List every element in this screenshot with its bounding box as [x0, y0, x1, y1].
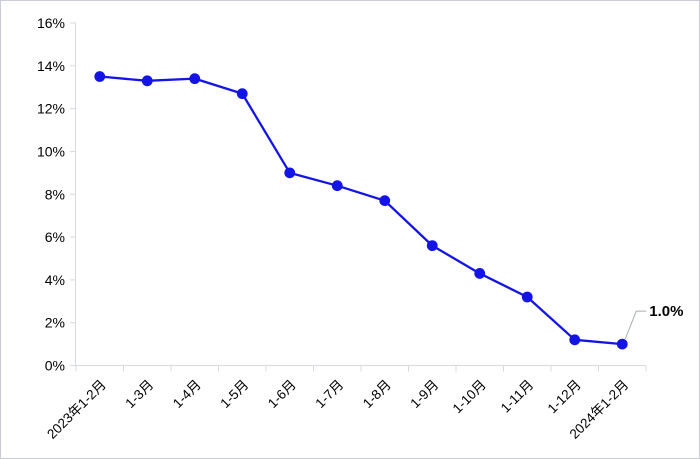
x-axis-tick-label: 2023年1-2月: [44, 377, 109, 442]
data-point-marker: [521, 291, 533, 303]
x-axis-tick-label: 1-8月: [360, 377, 394, 411]
y-axis-tick-label: 0%: [45, 358, 65, 374]
x-axis-tick-label: 1-7月: [312, 377, 346, 411]
data-point-marker: [474, 268, 486, 279]
annotation-label: 1.0%: [649, 303, 683, 320]
data-point-marker: [569, 334, 581, 346]
data-point-marker: [379, 195, 391, 207]
y-axis-tick-label: 8%: [45, 186, 65, 202]
x-axis-tick-label: 1-12月: [545, 377, 584, 416]
x-axis-tick-label: 1-6月: [265, 377, 299, 411]
data-point-marker: [331, 180, 343, 192]
y-axis-tick-label: 10%: [37, 143, 65, 159]
y-axis-tick-label: 12%: [37, 101, 65, 117]
x-axis-tick-label: 1-4月: [170, 377, 204, 411]
annotation-leader-line: [624, 310, 647, 340]
y-axis-tick-label: 14%: [37, 58, 65, 74]
series-line: [98, 75, 624, 346]
x-axis-tick-label: 1-10月: [450, 377, 489, 416]
data-point-marker: [284, 167, 296, 179]
data-point-marker: [141, 75, 153, 87]
y-axis-tick-label: 6%: [45, 229, 65, 245]
y-axis-tick-label: 2%: [45, 315, 65, 331]
data-point-marker: [94, 71, 106, 82]
x-axis-tick-label: 1-3月: [122, 377, 156, 411]
data-point-marker: [236, 88, 248, 100]
x-axis-tick-label: 1-9月: [407, 377, 441, 411]
data-point-marker: [426, 240, 438, 252]
y-axis-tick-label: 4%: [45, 272, 65, 288]
data-point-marker: [189, 73, 201, 85]
x-axis-tick-label: 1-11月: [498, 377, 537, 416]
data-point-marker: [616, 338, 628, 350]
y-axis-tick-label: 16%: [37, 15, 65, 31]
x-axis-tick-label: 1-5月: [217, 377, 251, 411]
